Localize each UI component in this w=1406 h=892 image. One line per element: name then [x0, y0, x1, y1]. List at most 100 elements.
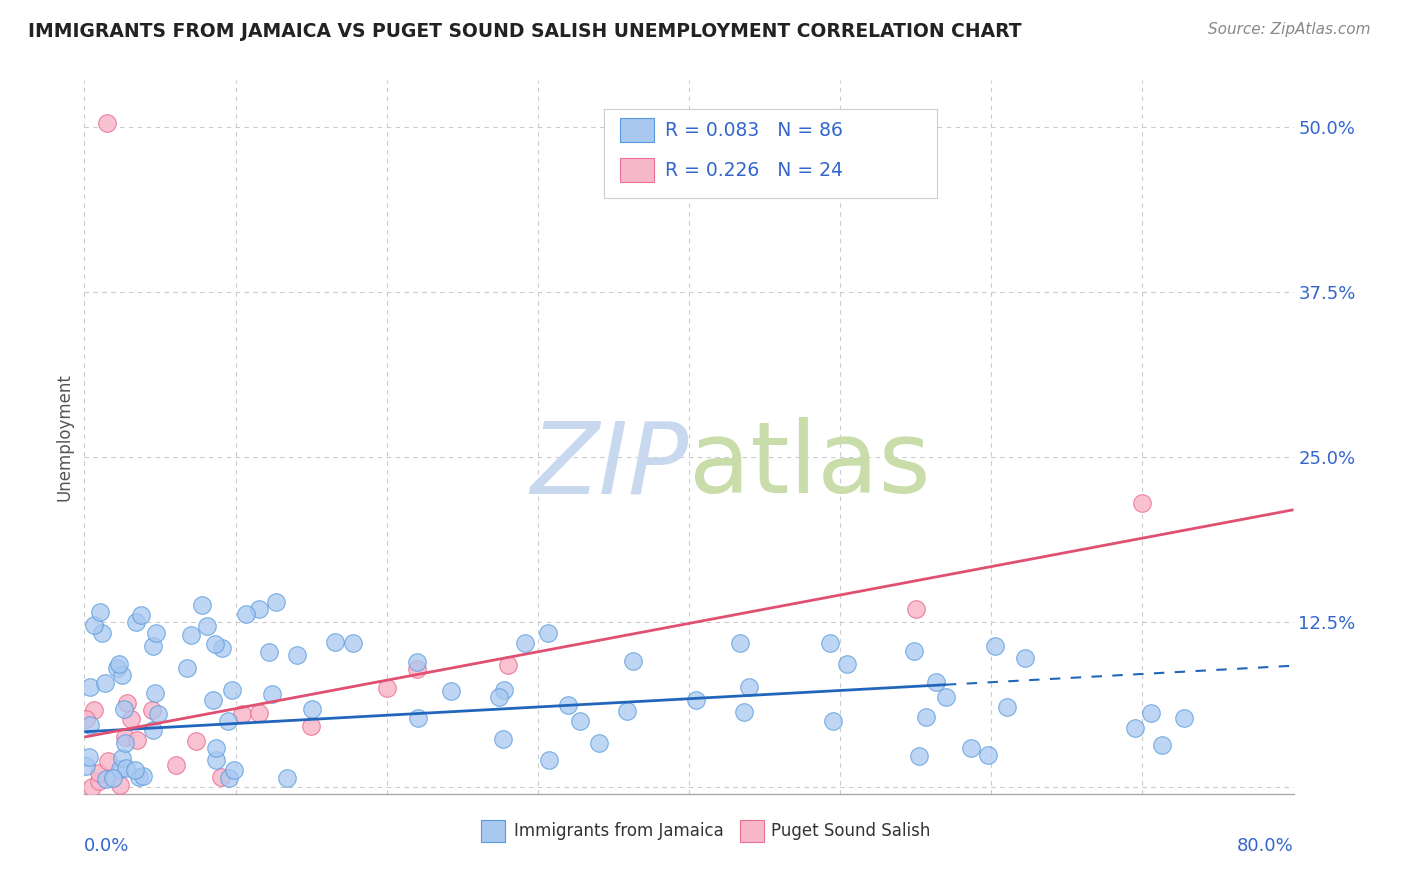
- Point: [128, 770, 150, 784]
- Point: [89, 773, 111, 788]
- Point: [440, 683, 463, 698]
- Point: [101, 772, 124, 786]
- Point: [406, 655, 429, 669]
- Point: [494, 682, 516, 697]
- Point: [115, 696, 138, 710]
- Point: [264, 595, 287, 609]
- Point: [1173, 710, 1195, 724]
- Y-axis label: Unemployment: Unemployment: [55, 373, 73, 501]
- Point: [588, 736, 610, 750]
- Point: [406, 710, 429, 724]
- Point: [1123, 722, 1146, 736]
- Point: [904, 602, 927, 616]
- Point: [75, 712, 97, 726]
- Point: [114, 736, 136, 750]
- Point: [197, 619, 219, 633]
- Point: [111, 750, 134, 764]
- Point: [83, 703, 105, 717]
- Point: [75, 759, 97, 773]
- Point: [114, 761, 136, 775]
- Text: R = 0.226   N = 24: R = 0.226 N = 24: [665, 161, 842, 179]
- Bar: [481, 821, 505, 842]
- Point: [257, 645, 280, 659]
- Point: [907, 749, 929, 764]
- Point: [204, 637, 226, 651]
- Text: Immigrants from Jamaica: Immigrants from Jamaica: [513, 822, 723, 840]
- Point: [491, 732, 513, 747]
- Point: [218, 771, 240, 785]
- Point: [1014, 651, 1036, 665]
- Point: [984, 639, 1007, 653]
- Point: [79, 680, 101, 694]
- Text: IMMIGRANTS FROM JAMAICA VS PUGET SOUND SALISH UNEMPLOYMENT CORRELATION CHART: IMMIGRANTS FROM JAMAICA VS PUGET SOUND S…: [28, 22, 1022, 41]
- Point: [142, 639, 165, 653]
- Point: [496, 658, 519, 673]
- Point: [108, 762, 131, 776]
- Point: [129, 608, 152, 623]
- Point: [537, 753, 560, 767]
- Point: [323, 635, 346, 649]
- Text: Puget Sound Salish: Puget Sound Salish: [770, 822, 931, 840]
- Point: [960, 740, 983, 755]
- Point: [903, 644, 925, 658]
- Point: [79, 750, 101, 764]
- Point: [260, 687, 283, 701]
- Point: [107, 661, 129, 675]
- Point: [935, 690, 957, 705]
- Point: [148, 706, 170, 721]
- Text: R = 0.083   N = 86: R = 0.083 N = 86: [665, 120, 842, 140]
- Point: [224, 763, 246, 777]
- Point: [205, 753, 228, 767]
- Text: 80.0%: 80.0%: [1237, 837, 1294, 855]
- Point: [111, 667, 134, 681]
- Point: [342, 636, 364, 650]
- Point: [235, 607, 257, 621]
- Point: [176, 661, 198, 675]
- Point: [301, 702, 323, 716]
- Point: [621, 654, 644, 668]
- Point: [247, 602, 270, 616]
- Bar: [620, 158, 654, 182]
- Point: [299, 719, 322, 733]
- Point: [87, 765, 110, 780]
- Point: [107, 657, 129, 672]
- Point: [515, 636, 537, 650]
- Point: [125, 732, 148, 747]
- Point: [114, 730, 136, 744]
- Point: [733, 705, 755, 719]
- Point: [112, 702, 135, 716]
- Bar: [620, 118, 654, 143]
- Point: [1150, 738, 1173, 752]
- Point: [488, 690, 510, 704]
- Point: [110, 778, 132, 792]
- Point: [375, 681, 398, 696]
- Point: [89, 605, 111, 619]
- Point: [97, 754, 120, 768]
- Point: [132, 769, 155, 783]
- Point: [977, 747, 1000, 762]
- Bar: [740, 821, 763, 842]
- Point: [124, 764, 146, 778]
- Point: [247, 706, 270, 720]
- Point: [165, 758, 187, 772]
- Point: [94, 772, 117, 787]
- Point: [1130, 496, 1153, 510]
- Point: [568, 714, 591, 729]
- Point: [80, 780, 103, 795]
- Point: [915, 710, 938, 724]
- Point: [125, 615, 148, 629]
- Point: [211, 640, 233, 655]
- Point: [818, 635, 841, 649]
- Point: [925, 674, 948, 689]
- Point: [209, 770, 232, 784]
- Point: [406, 662, 429, 676]
- FancyBboxPatch shape: [605, 109, 936, 198]
- Point: [120, 712, 142, 726]
- Text: ZIP: ZIP: [530, 417, 689, 514]
- Point: [190, 598, 212, 612]
- Point: [202, 693, 225, 707]
- Point: [143, 686, 166, 700]
- Point: [835, 657, 858, 671]
- Point: [557, 698, 579, 713]
- Point: [728, 636, 751, 650]
